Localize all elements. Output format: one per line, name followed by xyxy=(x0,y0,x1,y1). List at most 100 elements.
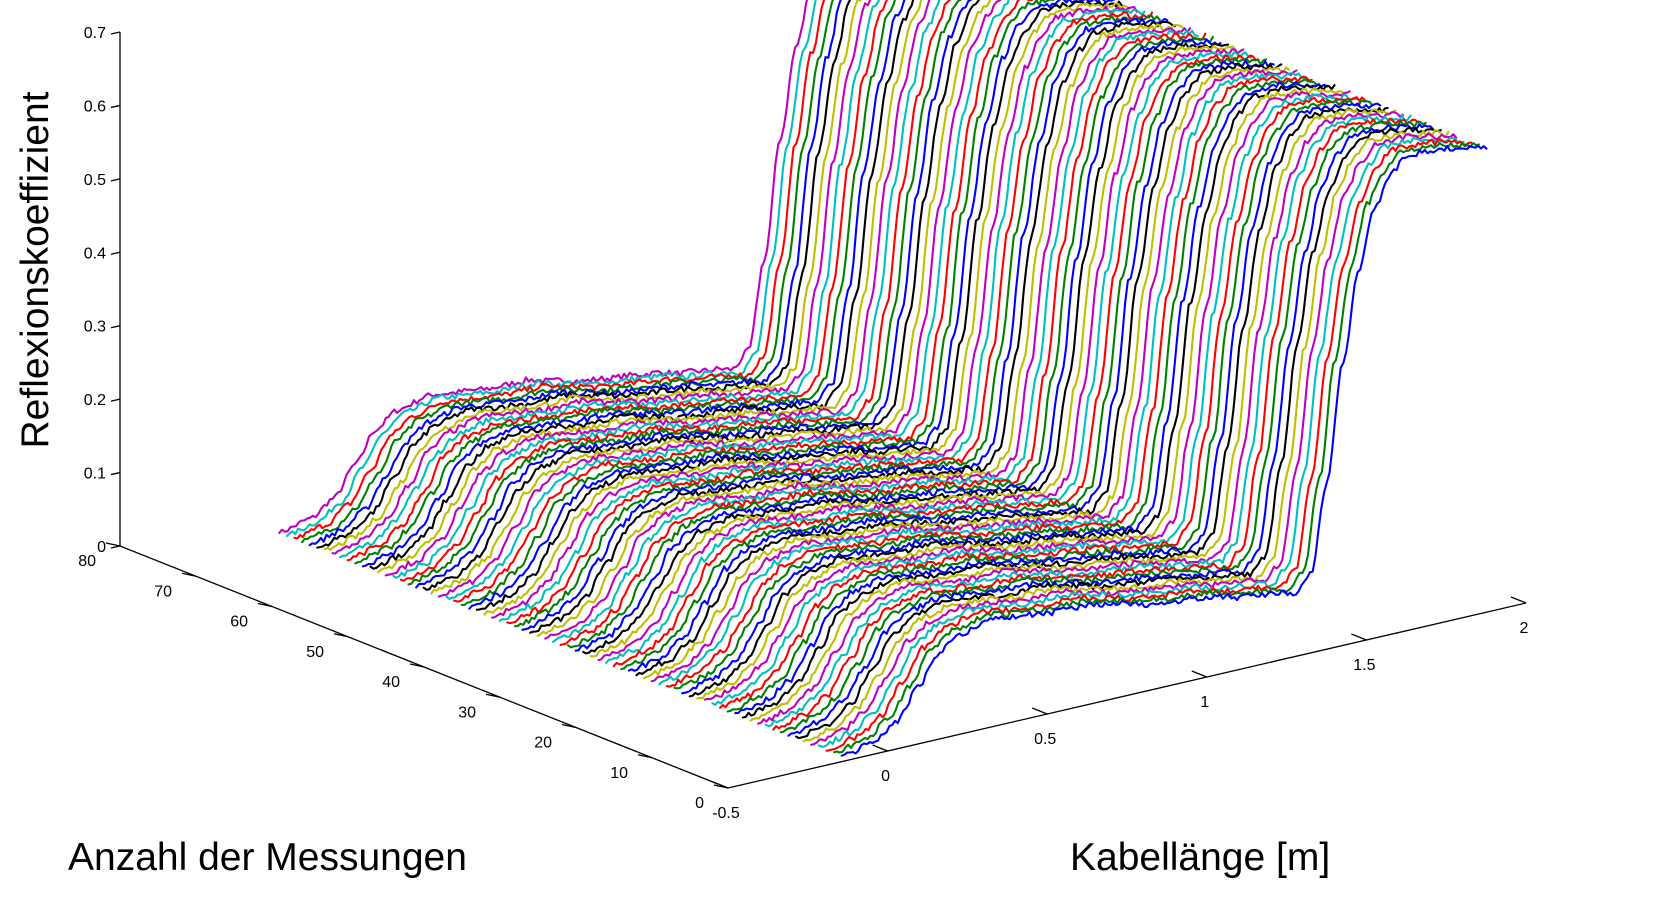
series-trace xyxy=(749,108,1397,722)
series-trace xyxy=(825,138,1473,752)
series-trace xyxy=(445,0,1010,600)
series-trace xyxy=(544,27,1192,640)
series-trace xyxy=(658,72,1306,686)
z-tick-label: 0.4 xyxy=(84,245,106,262)
y-tick-label: 10 xyxy=(610,765,628,782)
x-tick-label: -0.5 xyxy=(712,805,740,822)
series-trace xyxy=(719,96,1366,709)
y-tick-mark xyxy=(333,633,349,638)
series-trace xyxy=(453,0,1039,603)
z-tick-mark xyxy=(110,251,121,255)
y-tick-label: 60 xyxy=(230,614,248,631)
series-trace xyxy=(354,0,896,565)
x-tick-mark xyxy=(712,781,729,789)
y-tick-label: 50 xyxy=(306,644,324,661)
series-trace xyxy=(422,0,981,591)
y-tick-label: 0 xyxy=(695,795,704,812)
series-trace xyxy=(392,0,941,579)
series-trace xyxy=(726,99,1374,713)
series-trace xyxy=(650,69,1298,683)
x-tick-label: 1.5 xyxy=(1353,657,1375,674)
z-tick-label: 0.6 xyxy=(84,98,106,115)
series-trace xyxy=(399,0,951,582)
series-trace xyxy=(779,120,1427,734)
x-tick-mark xyxy=(1031,707,1048,715)
z-tick-label: 0.7 xyxy=(84,25,106,42)
series-trace xyxy=(308,0,842,547)
series-trace xyxy=(817,136,1465,748)
series-trace xyxy=(688,84,1336,698)
y-tick-label: 80 xyxy=(78,553,96,570)
series-trace xyxy=(521,17,1169,631)
y-tick-mark xyxy=(181,572,197,577)
series-trace xyxy=(346,0,889,562)
y-tick-mark xyxy=(561,723,577,729)
y-tick-label: 20 xyxy=(534,735,552,752)
series-trace xyxy=(369,0,915,570)
series-trace xyxy=(278,0,809,535)
y-tick-label: 40 xyxy=(382,674,400,691)
series-trace xyxy=(840,144,1488,757)
z-tick-mark xyxy=(110,178,121,182)
series-trace xyxy=(339,0,880,559)
series-trace xyxy=(681,81,1328,695)
series-trace xyxy=(323,0,862,551)
x-tick-mark xyxy=(1351,633,1367,641)
series-trace xyxy=(513,14,1161,628)
y-tick-mark xyxy=(637,754,653,759)
series-trace xyxy=(498,8,1146,622)
series-trace xyxy=(734,102,1382,715)
series-trace xyxy=(582,42,1230,655)
x-axis-line xyxy=(727,602,1527,789)
series-trace xyxy=(802,129,1450,743)
y-axis-title: Anzahl der Messungen xyxy=(68,836,467,879)
x-tick-label: 1 xyxy=(1200,694,1209,711)
series-trace xyxy=(696,86,1344,700)
series-trace xyxy=(415,0,973,589)
series-trace xyxy=(764,114,1412,728)
series-trace xyxy=(460,0,1105,607)
series-trace xyxy=(316,0,852,549)
series-trace xyxy=(795,126,1442,740)
y-tick-label: 70 xyxy=(154,583,172,600)
series-trace xyxy=(612,54,1260,668)
series-trace xyxy=(430,0,992,595)
z-axis-title: Reflexionskoeffizient xyxy=(14,91,57,448)
z-tick-mark xyxy=(110,104,121,109)
series-trace xyxy=(331,0,872,555)
series-trace xyxy=(529,20,1176,634)
y-tick-mark xyxy=(409,663,425,668)
series-trace xyxy=(741,106,1389,719)
y-tick-mark xyxy=(485,693,501,698)
series-trace xyxy=(285,0,817,538)
series-trace xyxy=(605,51,1252,664)
z-tick-label: 0.3 xyxy=(84,319,106,336)
series-trace xyxy=(361,0,906,568)
series-trace xyxy=(703,90,1351,701)
series-trace xyxy=(437,0,1003,598)
z-tick-label: 0 xyxy=(97,539,106,556)
series-trace xyxy=(787,123,1435,737)
z-tick-mark xyxy=(110,471,121,476)
z-tick-label: 0.2 xyxy=(84,392,106,409)
z-tick-label: 0.1 xyxy=(84,466,106,483)
series-trace xyxy=(559,32,1207,646)
x-tick-label: 0.5 xyxy=(1034,731,1056,748)
series-trace xyxy=(567,35,1214,649)
y-tick-label: 30 xyxy=(458,704,476,721)
x-tick-mark xyxy=(872,744,888,752)
series-trace xyxy=(589,44,1237,658)
x-tick-label: 0 xyxy=(881,768,890,785)
series-trace xyxy=(384,0,931,577)
x-tick-mark xyxy=(1510,596,1527,604)
series-trace xyxy=(757,111,1404,725)
series-trace xyxy=(551,29,1199,643)
x-tick-label: 2 xyxy=(1520,620,1529,637)
z-tick-label: 0.5 xyxy=(84,172,106,189)
series-trace xyxy=(301,0,835,544)
series-traces xyxy=(278,0,1488,757)
series-trace xyxy=(833,142,1480,754)
z-tick-mark xyxy=(110,398,121,402)
